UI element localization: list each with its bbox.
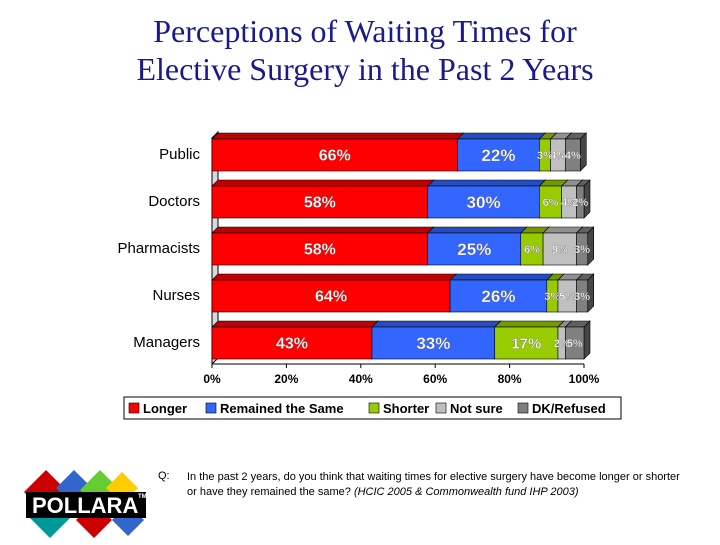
bar-side bbox=[579, 132, 587, 172]
legend-swatch bbox=[205, 402, 217, 414]
bar-segment bbox=[211, 232, 429, 266]
category-label: Managers bbox=[133, 334, 200, 351]
data-label: 3% bbox=[574, 244, 590, 256]
x-tick-label: 40% bbox=[349, 372, 373, 386]
bar-segment bbox=[211, 279, 451, 313]
category-label: Nurses bbox=[152, 287, 200, 304]
bar-segment bbox=[542, 232, 577, 266]
bar-top bbox=[427, 226, 528, 234]
bar-side bbox=[583, 320, 591, 360]
data-label: 58% bbox=[304, 242, 336, 259]
bar-segment bbox=[576, 185, 585, 219]
data-label: 3% bbox=[544, 291, 560, 303]
legend-label: DK/Refused bbox=[532, 401, 606, 416]
legend-label: Shorter bbox=[383, 401, 429, 416]
x-tick-label: 60% bbox=[423, 372, 447, 386]
data-label: 2% bbox=[554, 338, 570, 350]
bar-top bbox=[371, 320, 502, 328]
legend-label: Longer bbox=[143, 401, 187, 416]
data-label: 9% bbox=[552, 244, 568, 256]
chart-title: Perceptions of Waiting Times for Electiv… bbox=[0, 12, 720, 88]
data-label: 66% bbox=[319, 148, 351, 165]
bar-top bbox=[542, 226, 584, 234]
bar-segment bbox=[211, 185, 429, 219]
bar-segment bbox=[427, 232, 522, 266]
data-label: 17% bbox=[511, 335, 541, 352]
legend-swatch bbox=[128, 402, 140, 414]
bar-segment bbox=[211, 326, 373, 360]
bar-top bbox=[427, 179, 547, 187]
data-label: 58% bbox=[304, 195, 336, 212]
bar-top bbox=[211, 226, 435, 234]
data-label: 6% bbox=[543, 197, 559, 209]
data-label: 4% bbox=[561, 197, 577, 209]
bar-segment bbox=[449, 279, 548, 313]
logo-trademark: TM bbox=[138, 494, 147, 500]
bar-segment bbox=[576, 232, 589, 266]
question-text: In the past 2 years, do you think that w… bbox=[187, 470, 687, 500]
bar-segment bbox=[576, 279, 589, 313]
chart-title-line-1: Perceptions of Waiting Times for bbox=[153, 13, 577, 49]
bar-top bbox=[211, 179, 435, 187]
legend-label: Remained the Same bbox=[220, 401, 344, 416]
pollara-logo: POLLARA TM bbox=[16, 462, 156, 545]
category-label: Pharmacists bbox=[117, 240, 200, 257]
bar-top bbox=[449, 273, 554, 281]
data-label: 2% bbox=[572, 197, 588, 209]
x-tick-label: 20% bbox=[274, 372, 298, 386]
question-source: (HCIC 2005 & Commonwealth fund IHP 2003) bbox=[353, 486, 579, 498]
data-label: 6% bbox=[524, 244, 540, 256]
legend-label: Not sure bbox=[450, 401, 503, 416]
data-label: 3% bbox=[537, 150, 553, 162]
bar-top bbox=[211, 273, 457, 281]
legend-swatch bbox=[368, 402, 380, 414]
data-label: 3% bbox=[574, 291, 590, 303]
question-label: Q: bbox=[158, 470, 170, 482]
bar-segment bbox=[565, 138, 581, 172]
category-label: Doctors bbox=[148, 193, 200, 210]
data-label: 25% bbox=[457, 240, 491, 259]
data-label: 43% bbox=[276, 336, 308, 353]
x-tick-label: 100% bbox=[569, 372, 600, 386]
category-label: Public bbox=[159, 146, 200, 163]
data-label: 5% bbox=[567, 338, 583, 350]
data-label: 33% bbox=[416, 334, 450, 353]
data-label: 64% bbox=[315, 289, 347, 306]
bar-segment bbox=[494, 326, 559, 360]
bar-top bbox=[211, 132, 465, 140]
data-label: 22% bbox=[481, 146, 515, 165]
data-label: 4% bbox=[550, 150, 566, 162]
bar-segment bbox=[565, 326, 585, 360]
logo-text: POLLARA bbox=[32, 493, 138, 518]
bar-segment bbox=[427, 185, 540, 219]
x-tick-label: 80% bbox=[498, 372, 522, 386]
chart-title-line-2: Elective Surgery in the Past 2 Years bbox=[136, 51, 594, 87]
bar-top bbox=[211, 320, 379, 328]
data-label: 30% bbox=[467, 193, 501, 212]
question-body: In the past 2 years, do you think that w… bbox=[187, 471, 680, 498]
data-label: 4% bbox=[565, 150, 581, 162]
legend-swatch bbox=[517, 402, 529, 414]
bar-top bbox=[493, 320, 565, 328]
legend-swatch bbox=[435, 402, 447, 414]
bar-top bbox=[456, 132, 547, 140]
data-label: 26% bbox=[481, 287, 515, 306]
x-tick-label: 0% bbox=[203, 372, 221, 386]
data-label: 5% bbox=[559, 291, 575, 303]
